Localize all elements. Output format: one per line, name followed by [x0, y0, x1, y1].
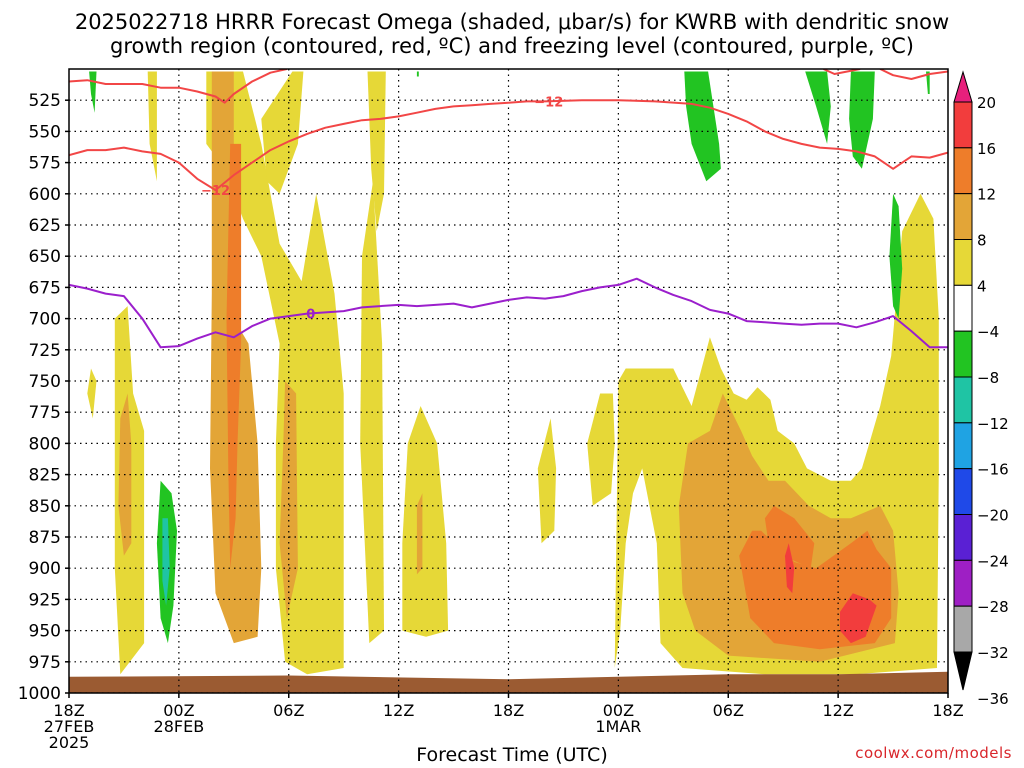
pressure-axis: 525 550 575 600 625 650 675 700 725 750 775 800 825 8…	[18, 91, 69, 704]
colorbar-swatch	[953, 330, 973, 378]
x-tick-label: 2025	[49, 733, 90, 752]
omega-colorbar: 20 16 12 8 4 −4 −8 −12 −16 −20 −24 −28 −32 −36	[953, 70, 1009, 708]
y-tick-label: 600	[29, 185, 61, 205]
omega-region-28	[926, 71, 930, 94]
contour-line-3	[823, 69, 861, 75]
omega-region-27	[849, 71, 875, 169]
colorbar-label: −12	[977, 415, 1009, 433]
contour-line-1	[69, 69, 288, 104]
x-tick-label: 00Z	[603, 701, 634, 720]
omega-region-15	[416, 493, 423, 575]
x-tick-label: 12Z	[383, 701, 414, 720]
y-tick-label: 925	[29, 590, 61, 610]
y-tick-label: 1000	[18, 684, 61, 704]
site-credit: coolwx.com/models	[855, 744, 1012, 762]
contour-label-4: 0	[306, 308, 315, 323]
x-tick-label: 18Z	[493, 701, 524, 720]
y-tick-label: 800	[29, 434, 61, 454]
y-tick-label: 550	[29, 122, 61, 142]
y-tick-label: 775	[29, 403, 61, 423]
x-tick-label: 12Z	[822, 701, 853, 720]
y-tick-label: 900	[29, 559, 61, 579]
colorbar-swatch	[953, 101, 973, 149]
omega-region-8	[402, 406, 449, 637]
omega-region-5	[367, 71, 386, 232]
omega-region-29	[889, 193, 903, 319]
y-tick-label: 750	[29, 372, 61, 392]
x-tick-label: 06Z	[713, 701, 744, 720]
colorbar-swatch	[953, 239, 973, 286]
colorbar-label: 16	[977, 140, 996, 158]
colorbar-swatch	[953, 284, 973, 332]
colorbar-swatch	[953, 193, 973, 241]
x-tick-label: 1MAR	[595, 717, 641, 736]
y-tick-label: 975	[29, 653, 61, 673]
chart-title-line-1: 2025022718 HRRR Forecast Omega (shaded, …	[74, 10, 950, 34]
y-tick-label: 700	[29, 310, 61, 330]
gridlines	[69, 69, 948, 693]
colorbar-swatch	[953, 559, 973, 607]
colorbar-swatch	[953, 468, 973, 515]
colorbar-label: −16	[977, 461, 1009, 479]
colorbar-swatch	[953, 514, 973, 561]
y-tick-label: 525	[29, 91, 61, 111]
contour-line-2	[879, 69, 948, 80]
x-tick-label: 18Z	[932, 701, 963, 720]
x-tick-label: 06Z	[273, 701, 304, 720]
omega-region-7	[87, 368, 97, 419]
colorbar-cap-top	[953, 70, 973, 103]
x-tick-label: 00Z	[163, 701, 194, 720]
colorbar-swatch	[953, 147, 973, 195]
omega-region-13	[279, 381, 298, 619]
colorbar-swatch	[953, 605, 973, 653]
y-tick-label: 825	[29, 466, 61, 486]
x-tick-label: 28FEB	[154, 717, 205, 736]
contour-line-0	[69, 99, 948, 192]
colorbar-label: 20	[977, 94, 996, 112]
y-tick-label: 675	[29, 278, 61, 298]
omega-region-23	[416, 71, 419, 77]
colorbar-swatch	[953, 376, 973, 424]
contour-label-1: −12	[534, 95, 563, 110]
omega-region-1	[261, 71, 304, 194]
omega-region-26	[805, 71, 831, 144]
omega-region-9	[537, 418, 557, 544]
x-tick-label: 18Z	[53, 701, 84, 720]
ground-surface	[69, 671, 948, 693]
y-tick-label: 850	[29, 497, 61, 517]
omega-region-25	[684, 71, 721, 182]
y-tick-label: 575	[29, 154, 61, 174]
contour-label-0: −12	[201, 184, 230, 199]
chart-title-line-2: growth region (contoured, red, ºC) and f…	[110, 34, 914, 58]
colorbar-label: −4	[977, 323, 999, 341]
colorbar-label: −20	[977, 507, 1009, 525]
colorbar-label: 4	[977, 277, 987, 295]
colorbar-label: 12	[977, 186, 996, 204]
x-tick-label: 27FEB	[44, 717, 95, 736]
y-tick-label: 875	[29, 528, 61, 548]
omega-region-10	[587, 393, 615, 506]
omega-region-17	[226, 143, 242, 569]
colorbar-label: −8	[977, 369, 999, 387]
y-tick-label: 725	[29, 341, 61, 361]
colorbar-cap-bottom	[953, 651, 973, 691]
omega-region-30	[162, 518, 170, 606]
colorbar-label: −28	[977, 598, 1009, 616]
omega-region-0	[206, 71, 344, 675]
colorbar-swatch	[953, 422, 973, 470]
contours: −12 −12 0	[69, 69, 948, 349]
contour-line-4	[69, 277, 948, 349]
y-tick-label: 625	[29, 216, 61, 236]
colorbar-label: 8	[977, 232, 987, 250]
colorbar-label: −32	[977, 644, 1009, 662]
colorbar-label: −36	[977, 690, 1009, 708]
x-axis-title: Forecast Time (UTC)	[416, 744, 608, 766]
colorbar-label: −24	[977, 552, 1009, 570]
y-tick-label: 950	[29, 622, 61, 642]
y-tick-label: 650	[29, 247, 61, 267]
